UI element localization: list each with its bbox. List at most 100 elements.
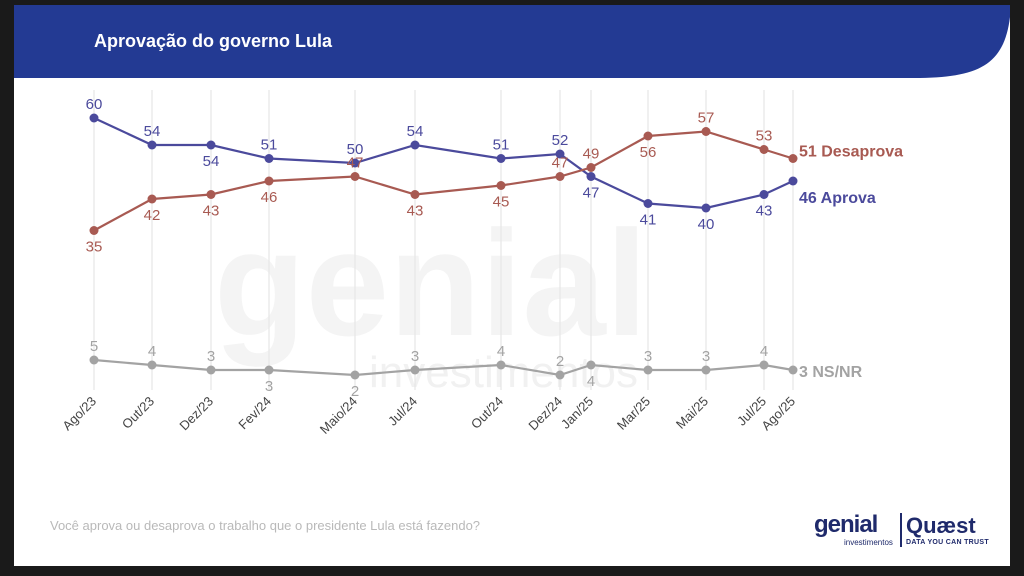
- series-aprova: 60 54 54 51 50 54 51 52 47 41 40 43 46 Aprova: [86, 96, 876, 233]
- data-label-nsnr: 4: [497, 343, 505, 360]
- x-tick-label: Fev/24: [235, 394, 274, 433]
- data-point-aprova: [586, 172, 596, 181]
- data-point-desaprova: [496, 181, 506, 190]
- data-label-desaprova: 53: [756, 128, 773, 145]
- end-label-aprova: 46 Aprova: [799, 190, 876, 207]
- data-point-nsnr: [264, 365, 274, 375]
- chart-title: Aprovação do governo Lula: [94, 31, 333, 51]
- data-label-nsnr: 4: [760, 343, 768, 360]
- data-point-nsnr: [206, 365, 216, 375]
- survey-question: Você aprova ou desaprova o trabalho que …: [50, 518, 481, 533]
- data-label-nsnr: 3: [265, 378, 273, 395]
- data-label-aprova: 47: [583, 185, 600, 202]
- data-label-nsnr: 2: [351, 383, 359, 400]
- data-point-nsnr: [555, 370, 565, 380]
- data-label-aprova: 51: [261, 137, 278, 154]
- title-banner: Aprovação do governo Lula: [14, 5, 1010, 78]
- vertical-gridlines: [93, 90, 794, 390]
- data-label-nsnr: 3: [411, 348, 419, 365]
- data-point-aprova: [643, 199, 653, 208]
- x-tick-label: Jan/25: [558, 394, 596, 432]
- data-label-aprova: 41: [640, 212, 657, 229]
- data-label-nsnr: 3: [644, 348, 652, 365]
- data-label-aprova: 43: [756, 203, 773, 220]
- data-point-nsnr: [350, 370, 360, 380]
- data-label-aprova: 54: [144, 123, 161, 140]
- data-point-aprova: [555, 149, 565, 159]
- data-label-desaprova: 57: [698, 110, 715, 127]
- data-point-desaprova: [264, 176, 274, 186]
- data-label-aprova: 40: [698, 216, 715, 233]
- x-tick-label: Ago/23: [59, 394, 99, 434]
- data-point-desaprova: [759, 145, 769, 154]
- data-label-aprova: 54: [203, 153, 220, 170]
- data-label-aprova: 52: [552, 132, 569, 149]
- data-label-nsnr: 4: [148, 343, 156, 360]
- data-label-aprova: 54: [407, 123, 424, 140]
- genial-logo: genial: [814, 511, 878, 538]
- data-label-nsnr: 2: [556, 353, 564, 370]
- x-tick-label: Mai/25: [673, 394, 711, 432]
- watermark-main: genial: [214, 199, 647, 367]
- data-point-nsnr: [788, 365, 798, 375]
- data-label-desaprova: 56: [640, 144, 657, 161]
- data-point-nsnr: [759, 360, 769, 370]
- data-label-nsnr: 4: [587, 373, 595, 390]
- genial-logo-subtitle: investimentos: [844, 538, 893, 547]
- data-point-aprova: [147, 140, 157, 150]
- logo-divider: [900, 513, 902, 547]
- data-point-desaprova: [701, 127, 711, 136]
- data-label-desaprova: 45: [493, 194, 510, 211]
- data-label-aprova: 51: [493, 137, 510, 154]
- data-label-nsnr: 5: [90, 338, 98, 355]
- quaest-logo-tagline: DATA YOU CAN TRUST: [906, 539, 989, 546]
- data-point-nsnr: [701, 365, 711, 375]
- data-point-desaprova: [586, 163, 596, 172]
- data-point-nsnr: [586, 360, 596, 370]
- x-tick-label: Dez/23: [176, 394, 216, 434]
- data-point-desaprova: [410, 190, 420, 199]
- data-point-aprova: [89, 113, 99, 123]
- data-label-aprova: 60: [86, 96, 103, 113]
- data-point-aprova: [788, 176, 798, 186]
- data-point-nsnr: [410, 365, 420, 375]
- quaest-logo: Quæst: [906, 513, 976, 538]
- data-label-desaprova: 47: [347, 155, 364, 172]
- data-label-desaprova: 49: [583, 146, 600, 163]
- end-label-desaprova: 51 Desaprova: [799, 144, 903, 161]
- data-point-desaprova: [788, 154, 798, 163]
- data-point-desaprova: [555, 172, 565, 181]
- data-point-aprova: [759, 190, 769, 199]
- data-point-aprova: [264, 154, 274, 163]
- data-point-desaprova: [89, 226, 99, 235]
- end-label-nsnr: 3 NS/NR: [799, 364, 863, 381]
- data-point-desaprova: [643, 131, 653, 141]
- data-point-desaprova: [206, 190, 216, 199]
- data-label-desaprova: 35: [86, 239, 103, 256]
- data-point-nsnr: [496, 360, 506, 370]
- data-point-nsnr: [643, 365, 653, 375]
- data-point-aprova: [496, 154, 506, 163]
- x-tick-label: Out/24: [468, 394, 506, 432]
- x-tick-label: Out/23: [119, 394, 157, 432]
- data-point-aprova: [701, 203, 711, 213]
- data-label-nsnr: 3: [207, 348, 215, 365]
- title-banner-shape: [14, 5, 1010, 78]
- data-label-desaprova: 47: [552, 155, 569, 172]
- data-point-aprova: [350, 158, 360, 168]
- data-point-aprova: [410, 140, 420, 150]
- x-tick-label: Dez/24: [525, 394, 565, 434]
- data-point-desaprova: [147, 194, 157, 204]
- x-tick-label: Mar/25: [614, 394, 653, 433]
- chart-frame: Aprovação do governo Lula genial investi…: [14, 5, 1010, 566]
- watermark: genial investimentos: [214, 199, 647, 397]
- data-point-nsnr: [147, 360, 157, 370]
- data-label-desaprova: 46: [261, 189, 278, 206]
- data-label-desaprova: 42: [144, 207, 161, 224]
- data-label-nsnr: 3: [702, 348, 710, 365]
- x-tick-label: Jul/24: [385, 394, 420, 429]
- data-point-aprova: [206, 140, 216, 150]
- logos: genial investimentos Quæst DATA YOU CAN …: [814, 511, 994, 551]
